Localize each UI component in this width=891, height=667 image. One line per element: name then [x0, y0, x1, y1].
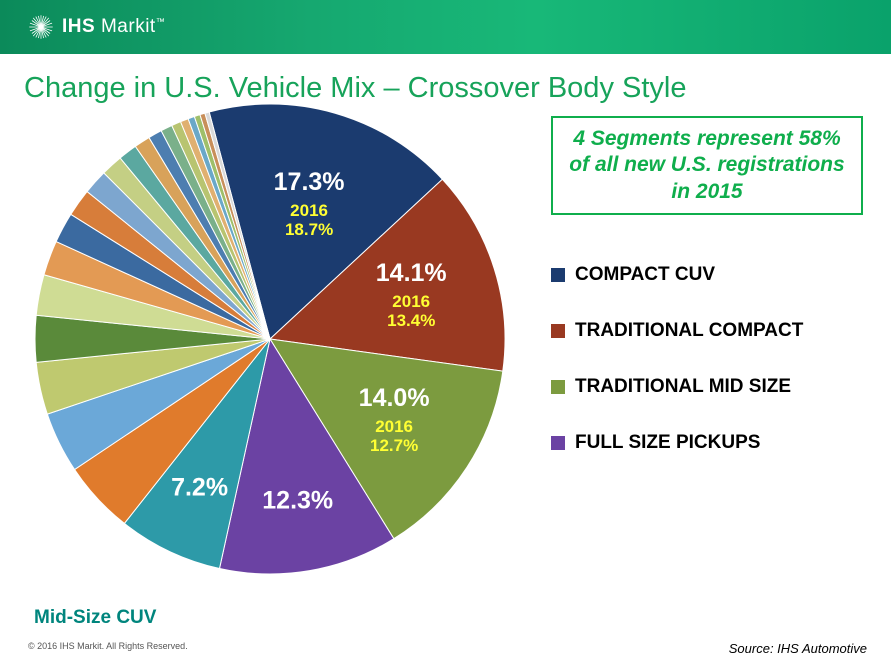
slide-title: Change in U.S. Vehicle Mix – Crossover B… [0, 54, 891, 105]
brand-light: Markit [95, 16, 156, 37]
legend-label: FULL SIZE PICKUPS [575, 432, 760, 454]
legend-item: TRADITIONAL MID SIZE [551, 376, 863, 398]
main-content: Change in U.S. Vehicle Mix – Crossover B… [0, 54, 891, 637]
legend: COMPACT CUV TRADITIONAL COMPACT TRADITIONA… [551, 264, 863, 454]
source-citation: Source: IHS Automotive [729, 641, 867, 656]
brand-bold: IHS [62, 16, 95, 37]
legend-item: FULL SIZE PICKUPS [551, 432, 863, 454]
copyright: © 2016 IHS Markit. All Rights Reserved. [28, 641, 188, 651]
mid-size-cuv-label: Mid-Size CUV [34, 607, 156, 629]
legend-item: COMPACT CUV [551, 264, 863, 286]
trademark: ™ [156, 17, 166, 27]
legend-label: TRADITIONAL MID SIZE [575, 376, 791, 398]
header-bar: IHS Markit™ [0, 0, 891, 54]
legend-swatch [551, 324, 565, 338]
footer: © 2016 IHS Markit. All Rights Reserved. … [0, 641, 891, 667]
legend-swatch [551, 380, 565, 394]
legend-swatch [551, 436, 565, 450]
sunburst-icon [28, 14, 54, 40]
legend-item: TRADITIONAL COMPACT [551, 320, 863, 342]
brand-name: IHS Markit™ [62, 16, 165, 38]
legend-label: COMPACT CUV [575, 264, 715, 286]
brand-logo: IHS Markit™ [28, 14, 165, 40]
legend-label: TRADITIONAL COMPACT [575, 320, 803, 342]
callout-box: 4 Segments represent 58% of all new U.S.… [551, 116, 863, 215]
pie-chart: 17.3%201618.7%14.1%201613.4%14.0%201612.… [30, 99, 510, 579]
legend-swatch [551, 268, 565, 282]
